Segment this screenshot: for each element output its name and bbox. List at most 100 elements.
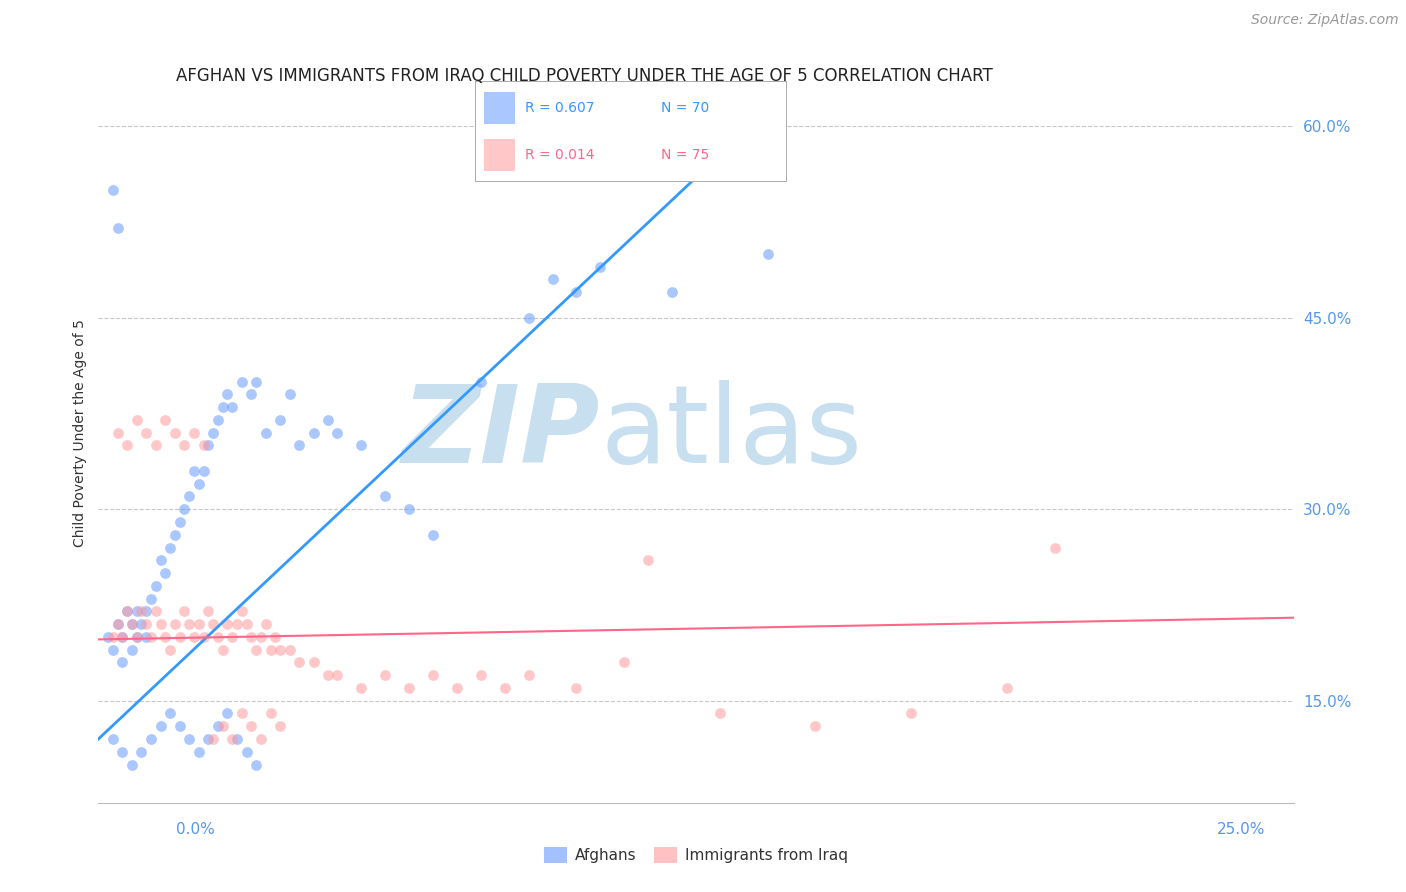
Point	[422, 527, 444, 541]
Text: atlas: atlas	[600, 380, 862, 485]
Point	[804, 719, 827, 733]
Text: 25.0%: 25.0%	[1218, 822, 1265, 837]
Point	[254, 617, 277, 632]
Point	[107, 221, 129, 235]
Point	[231, 604, 253, 618]
Point	[350, 438, 373, 452]
Point	[111, 630, 134, 644]
Point	[149, 719, 172, 733]
Point	[121, 617, 143, 632]
Point	[149, 553, 172, 567]
Point	[183, 630, 205, 644]
Point	[107, 617, 129, 632]
Point	[121, 617, 143, 632]
Point	[145, 579, 167, 593]
Point	[115, 604, 138, 618]
Point	[193, 438, 215, 452]
Point	[250, 731, 273, 746]
Point	[193, 464, 215, 478]
Point	[207, 413, 229, 427]
Point	[637, 553, 659, 567]
Point	[107, 617, 129, 632]
Point	[235, 617, 257, 632]
Point	[278, 387, 301, 401]
Text: 0.0%: 0.0%	[176, 822, 215, 837]
Point	[900, 706, 922, 721]
Point	[709, 706, 731, 721]
Text: ZIP: ZIP	[402, 380, 600, 485]
Point	[159, 706, 181, 721]
Point	[470, 375, 492, 389]
Point	[211, 642, 233, 657]
Point	[259, 642, 281, 657]
Point	[131, 604, 153, 618]
Point	[125, 604, 148, 618]
Point	[326, 668, 349, 682]
Point	[179, 490, 201, 504]
Point	[221, 630, 243, 644]
Point	[269, 719, 291, 733]
Point	[288, 656, 311, 670]
Point	[1043, 541, 1066, 555]
Point	[235, 745, 257, 759]
Point	[202, 617, 225, 632]
Point	[169, 630, 191, 644]
Point	[422, 668, 444, 682]
Point	[374, 490, 396, 504]
Point	[197, 731, 219, 746]
Point	[135, 630, 157, 644]
Point	[121, 757, 143, 772]
Point	[995, 681, 1018, 695]
Point	[221, 731, 243, 746]
Point	[179, 731, 201, 746]
Point	[139, 630, 162, 644]
Point	[149, 617, 172, 632]
Point	[139, 731, 162, 746]
Point	[613, 656, 636, 670]
Point	[121, 642, 143, 657]
Point	[565, 681, 588, 695]
Point	[179, 617, 201, 632]
Point	[169, 515, 191, 529]
Point	[101, 183, 124, 197]
Point	[231, 375, 253, 389]
Point	[135, 425, 157, 440]
Point	[240, 719, 263, 733]
Text: Source: ZipAtlas.com: Source: ZipAtlas.com	[1251, 13, 1399, 28]
Point	[187, 617, 209, 632]
Point	[302, 425, 325, 440]
Point	[183, 425, 205, 440]
Point	[111, 745, 134, 759]
Point	[159, 642, 181, 657]
Point	[135, 604, 157, 618]
Point	[125, 630, 148, 644]
Point	[254, 425, 277, 440]
Point	[231, 706, 253, 721]
Point	[187, 745, 209, 759]
Point	[163, 425, 186, 440]
Point	[245, 642, 267, 657]
Point	[226, 617, 249, 632]
Point	[240, 630, 263, 644]
Point	[125, 413, 148, 427]
Point	[197, 604, 219, 618]
Point	[240, 387, 263, 401]
Point	[245, 757, 267, 772]
Point	[264, 630, 287, 644]
Point	[163, 527, 186, 541]
Point	[145, 438, 167, 452]
Point	[259, 706, 281, 721]
Point	[173, 502, 195, 516]
Point	[207, 719, 229, 733]
Point	[197, 438, 219, 452]
Point	[226, 731, 249, 746]
Point	[245, 375, 267, 389]
Point	[155, 566, 177, 580]
Point	[139, 591, 162, 606]
Point	[494, 681, 516, 695]
Point	[173, 604, 195, 618]
Point	[187, 476, 209, 491]
Point	[111, 630, 134, 644]
Point	[316, 413, 339, 427]
Point	[278, 642, 301, 657]
